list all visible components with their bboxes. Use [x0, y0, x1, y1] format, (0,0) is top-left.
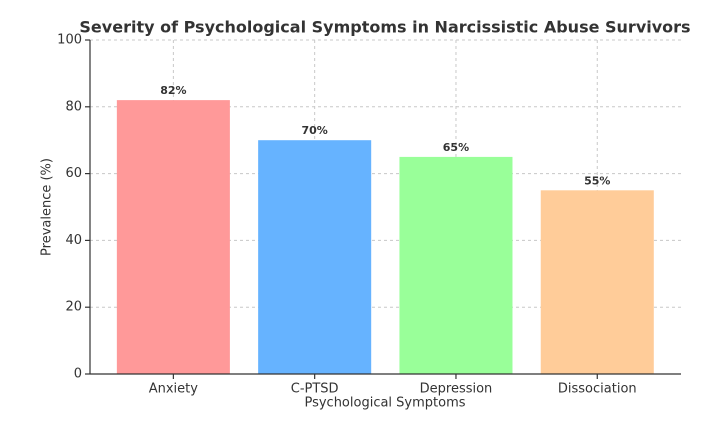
bar	[258, 140, 372, 374]
x-tick-label: Depression	[420, 382, 493, 397]
y-tick-label: 40	[65, 233, 82, 248]
x-axis-label: Psychological Symptoms	[304, 396, 465, 411]
bar	[116, 100, 230, 375]
value-label: 82%	[160, 84, 186, 97]
value-label: 70%	[301, 124, 327, 137]
y-tick-label: 0	[74, 367, 82, 382]
y-tick-label: 80	[65, 99, 82, 114]
y-tick-label: 20	[65, 300, 82, 315]
x-tick-label: Anxiety	[149, 382, 199, 397]
bar	[540, 190, 654, 374]
x-tick-label: Dissociation	[558, 382, 637, 397]
y-axis-label: Prevalence (%)	[40, 158, 55, 256]
x-tick-label: C-PTSD	[291, 382, 339, 397]
y-tick-label: 60	[65, 166, 82, 181]
bar	[399, 156, 513, 374]
y-tick-label: 100	[57, 33, 82, 48]
value-label: 65%	[443, 141, 469, 154]
chart-title: Severity of Psychological Symptoms in Na…	[79, 18, 690, 37]
value-label: 55%	[584, 174, 610, 187]
